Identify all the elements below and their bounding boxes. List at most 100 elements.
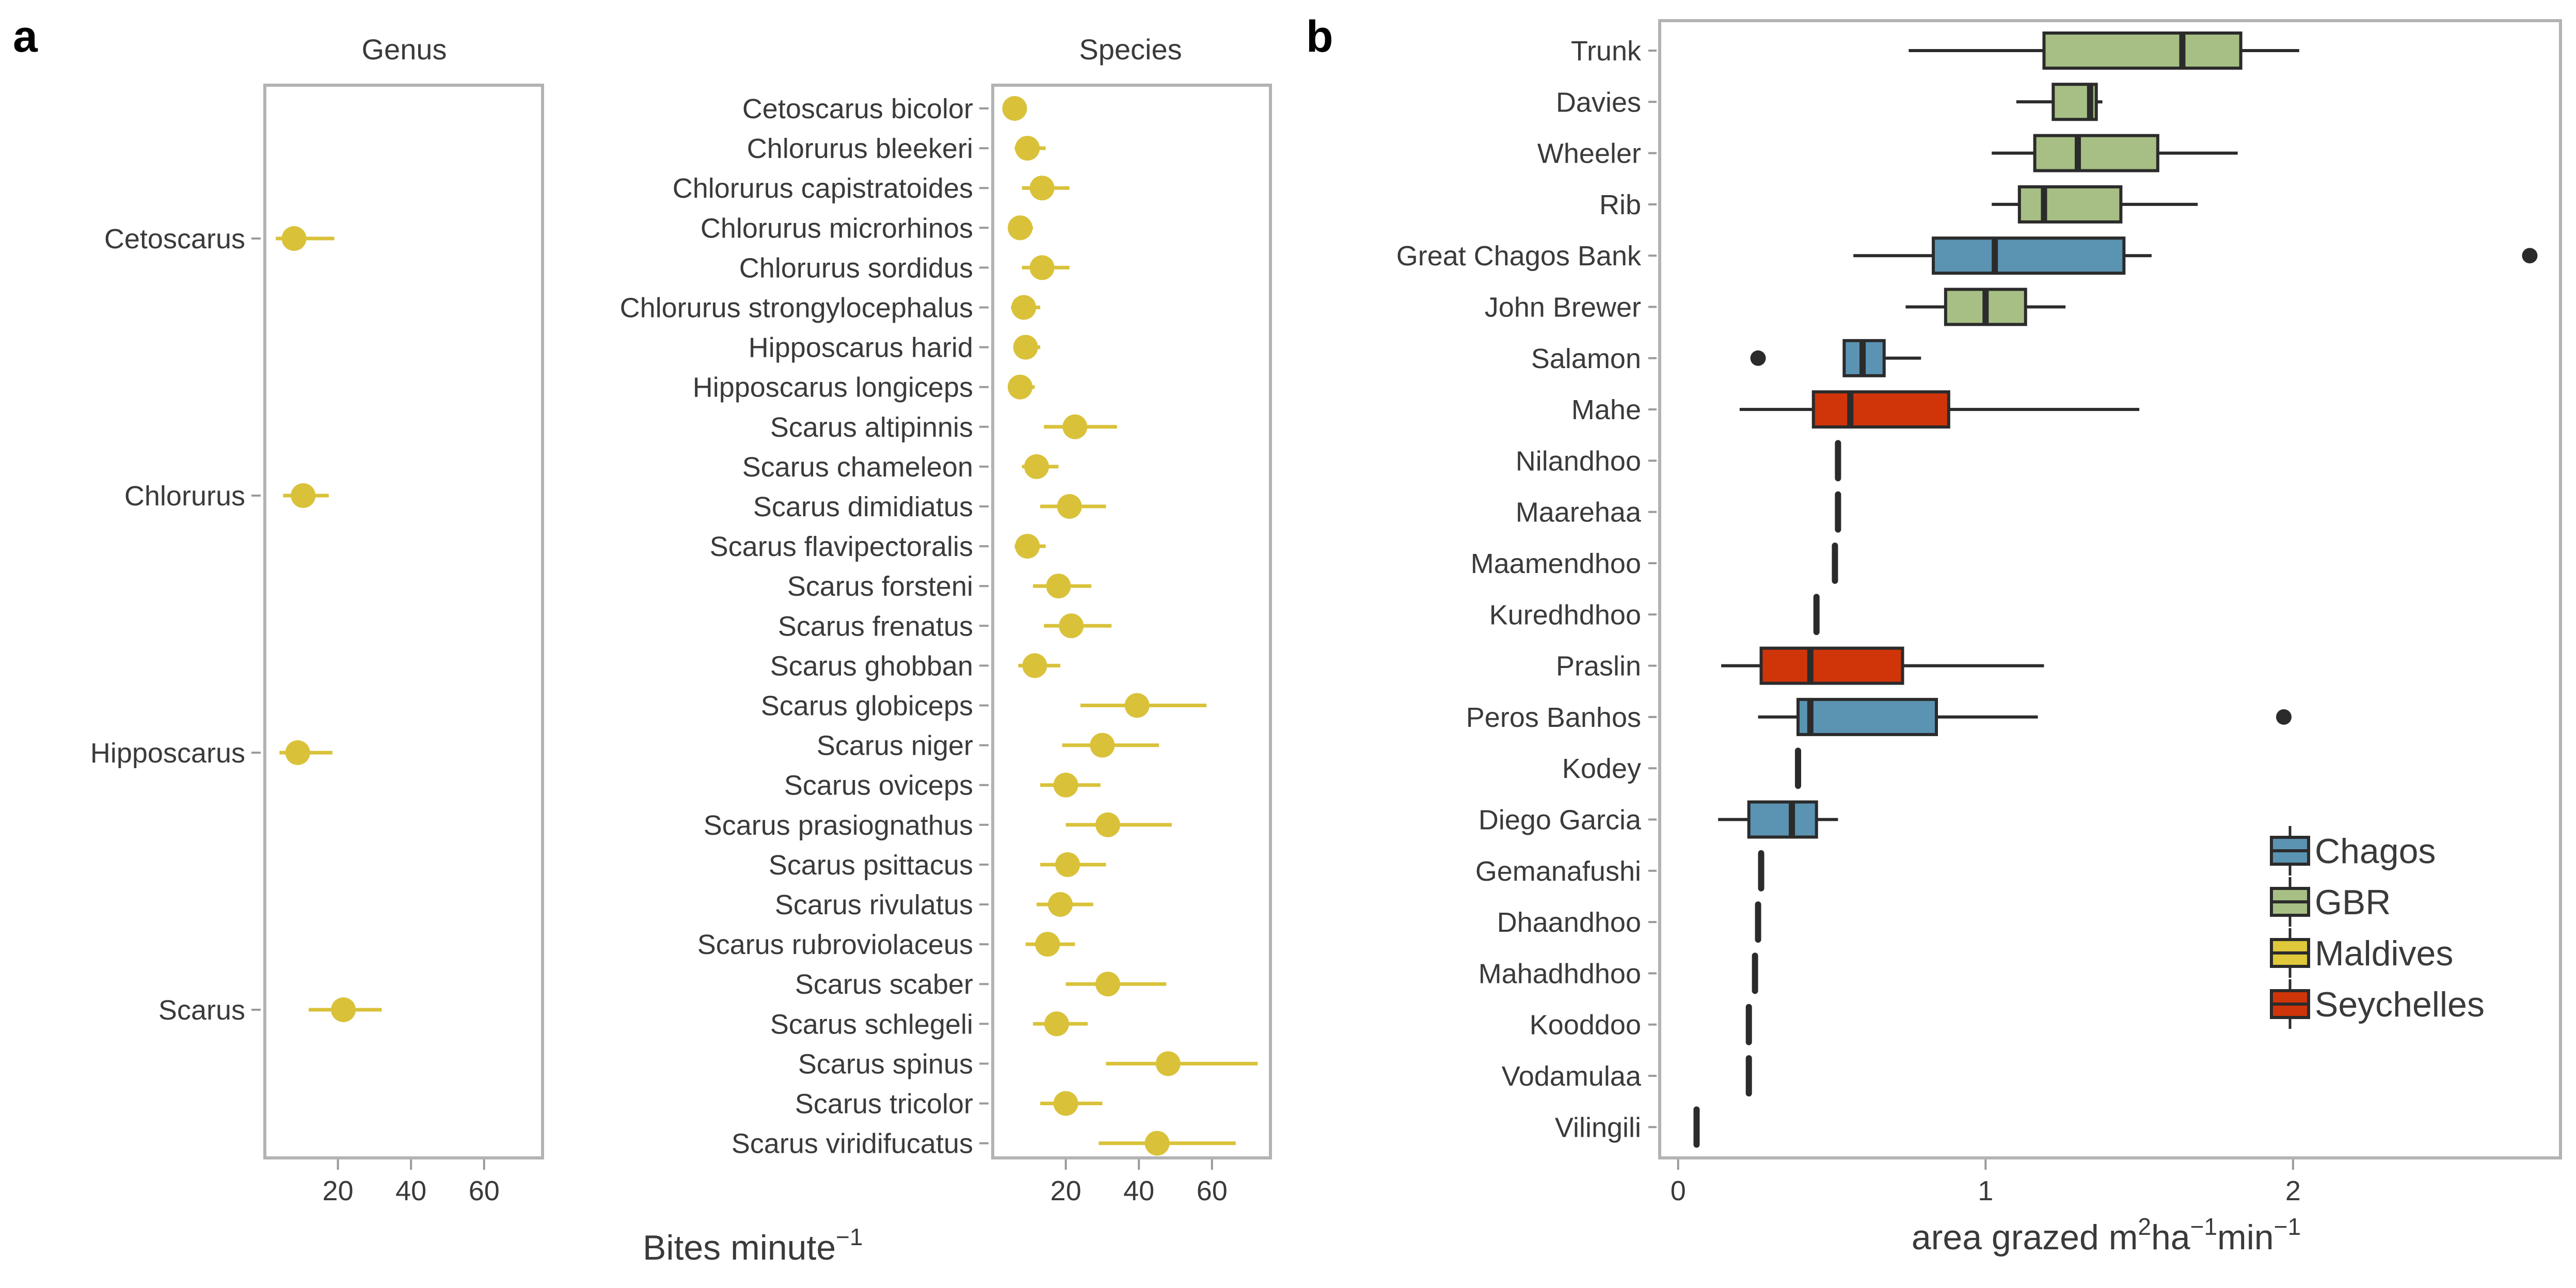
genus-point (281, 226, 307, 251)
species-point (1022, 653, 1047, 678)
box-body (2017, 185, 2123, 224)
boxplot-x-axis-label-sup-1: 2 (2138, 1213, 2151, 1240)
box-site-label: Peros Banhos (1466, 702, 1641, 733)
box-site-label: Gemanafushi (1475, 856, 1641, 887)
boxplot-x-axis-label: area grazed m2ha−1min−1 (1912, 1213, 2301, 1257)
box-site-label: Salamon (1531, 343, 1641, 374)
species-label: Chlorurus capistratoides (673, 173, 973, 204)
boxplot-x-axis-label-part-3: min (2217, 1218, 2274, 1257)
box-body (1747, 800, 1818, 839)
species-x-ticks: 20 40 60 (1051, 1159, 1228, 1206)
genus-panel-title: Genus (362, 33, 447, 66)
species-point (1124, 693, 1150, 718)
genus-point (331, 997, 356, 1022)
species-point (1035, 932, 1060, 957)
genus-x-tick-label: 20 (323, 1175, 354, 1206)
boxplot-x-axis-label-sup-2: −1 (2190, 1213, 2217, 1240)
boxplot-x-ticks: 0 1 2 (1671, 1159, 2301, 1206)
box-body (2042, 31, 2243, 70)
genus-panel-frame (263, 84, 544, 1159)
box-body (1796, 697, 1938, 736)
genus-x-tick-label: 60 (469, 1175, 500, 1206)
species-label: Scarus globiceps (761, 691, 973, 722)
species-point (1144, 1131, 1170, 1156)
genus-marks (276, 226, 382, 1022)
species-point (1047, 892, 1073, 917)
species-point (1044, 1011, 1069, 1037)
species-x-tick-label: 60 (1197, 1175, 1228, 1206)
species-point (1008, 215, 1033, 241)
genus-label: Cetoscarus (104, 224, 245, 255)
species-panel-frame (991, 84, 1272, 1159)
species-marks (1002, 96, 1258, 1156)
box-x-tick-label: 0 (1671, 1175, 1686, 1206)
species-label: Hipposcarus longiceps (693, 372, 973, 403)
species-x-tick-label: 20 (1051, 1175, 1082, 1206)
box-body (2033, 134, 2159, 172)
species-x-tick-label: 40 (1123, 1175, 1154, 1206)
box-site-label: Great Chagos Bank (1396, 241, 1642, 272)
boxplot-site-labels: Trunk Davies Wheeler Rib Great Chagos Bank Jo… (1396, 36, 1657, 1143)
species-point (1053, 772, 1078, 798)
species-label: Scarus dimidiatus (753, 491, 973, 522)
species-point (1155, 1051, 1181, 1076)
species-point (1029, 176, 1055, 201)
species-label: Scarus oviceps (784, 770, 973, 801)
legend-label: Maldives (2315, 934, 2453, 973)
species-label: Chlorurus microrhinos (701, 213, 973, 244)
species-point (1090, 733, 1115, 758)
panel-a-x-axis-label: Bites minute−1 (643, 1223, 863, 1267)
panel-a-x-axis-label-sup: −1 (836, 1223, 863, 1250)
species-label: Scarus rubroviolaceus (697, 929, 973, 960)
box-site-label: Trunk (1571, 36, 1642, 67)
species-point (1024, 454, 1049, 479)
species-label: Chlorurus bleekeri (747, 133, 973, 164)
panel-a-letter: a (13, 12, 38, 61)
species-point (1053, 1091, 1078, 1116)
species-label: Scarus niger (817, 730, 973, 761)
species-point (1095, 972, 1120, 997)
species-label: Scarus schlegeli (770, 1009, 973, 1040)
species-point (1015, 534, 1040, 559)
species-label: Scarus prasiognathus (704, 810, 973, 841)
species-point (1046, 574, 1071, 599)
species-point (1015, 136, 1040, 161)
species-label: Scarus tricolor (795, 1089, 973, 1120)
species-label: Scarus spinus (798, 1048, 973, 1079)
box-site-label: Vodamulaa (1502, 1061, 1642, 1092)
box-site-label: Praslin (1556, 651, 1641, 682)
box-body (1932, 236, 2126, 275)
box-outlier (2276, 709, 2292, 725)
box-site-label: Vilingili (1555, 1112, 1641, 1143)
box-site-label: Wheeler (1537, 138, 1641, 169)
box-site-label: Rib (1599, 189, 1641, 220)
genus-label: Hipposcarus (90, 738, 245, 769)
boxplot-x-axis-label-part-2: ha (2151, 1218, 2190, 1257)
legend-label: Seychelles (2315, 985, 2485, 1024)
boxplot-panel: Trunk Davies Wheeler Rib Great Chagos Bank Jo… (1396, 19, 2562, 1257)
box-body (1759, 646, 1904, 685)
species-point (1057, 494, 1082, 519)
species-point (1059, 613, 1084, 639)
genus-label: Chlorurus (124, 481, 245, 512)
legend: Chagos GBR Maldives Seychelles (2270, 826, 2485, 1029)
boxplot-x-axis-label-part-1: area grazed m (1912, 1218, 2138, 1257)
species-label: Scarus chameleon (742, 452, 973, 483)
box-site-label: Mahe (1571, 394, 1641, 425)
genus-labels: Cetoscarus Chlorurus Hipposcarus Scarus (90, 224, 261, 1026)
species-point (1008, 374, 1033, 400)
box-x-tick-label: 2 (2285, 1175, 2301, 1206)
box-outlier (1750, 350, 1766, 366)
box-site-label: Kuredhdhoo (1489, 599, 1641, 630)
species-label: Scarus rivulatus (775, 889, 973, 920)
box-site-label: Kooddoo (1530, 1010, 1641, 1041)
species-point (1029, 255, 1055, 280)
species-label: Scarus frenatus (778, 611, 973, 642)
panel-b-letter: b (1306, 12, 1333, 61)
box-site-label: Davies (1556, 87, 1641, 118)
box-site-label: Diego Garcia (1478, 805, 1642, 836)
boxplot-panel-frame (1658, 19, 2562, 1159)
box-site-label: Kodey (1562, 753, 1641, 784)
box-site-label: Mahadhdhoo (1478, 958, 1641, 989)
species-labels: Cetoscarus bicolor Chlorurus bleekeri Chlo… (620, 93, 989, 1159)
